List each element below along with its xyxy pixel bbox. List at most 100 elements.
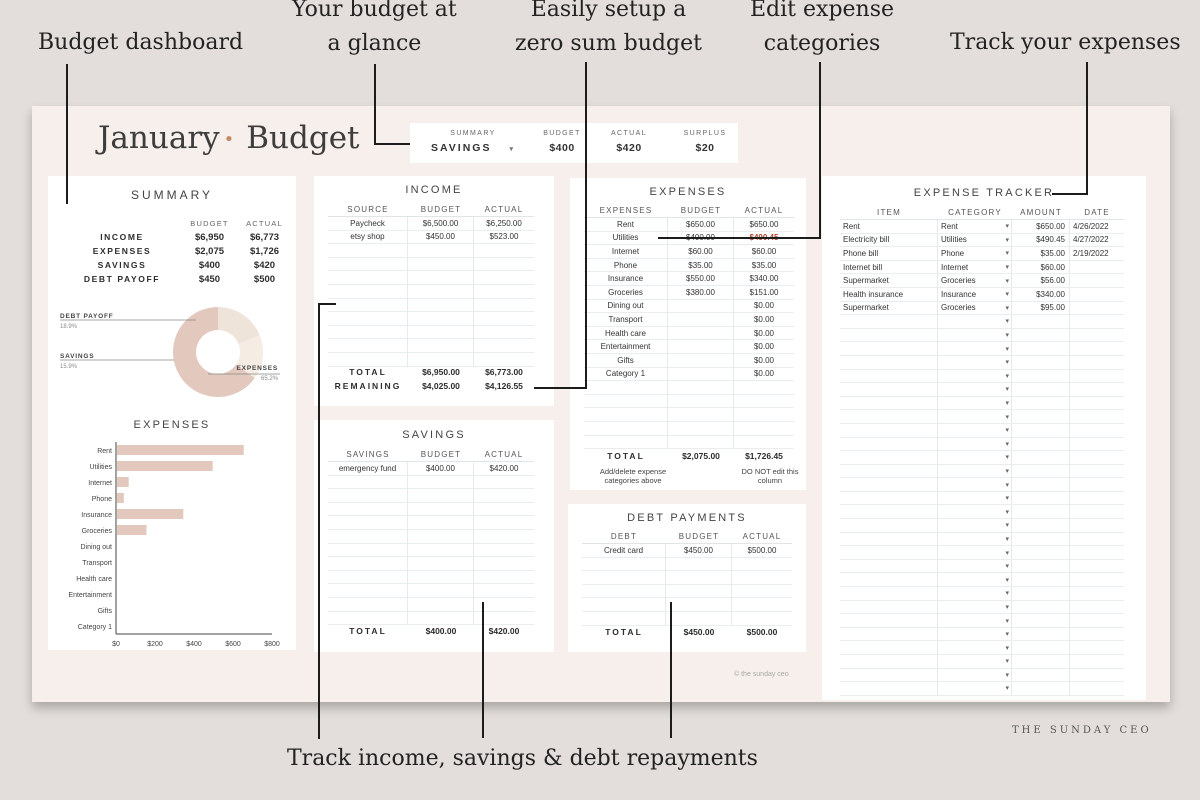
table-cell[interactable] <box>840 342 938 355</box>
table-cell[interactable] <box>1070 410 1124 423</box>
table-cell[interactable] <box>668 299 734 313</box>
table-cell[interactable] <box>1012 505 1070 519</box>
table-cell[interactable]: ▾ <box>938 383 1012 396</box>
table-cell[interactable] <box>840 641 938 654</box>
table-cell[interactable]: ▾ <box>938 451 1012 464</box>
table-cell[interactable]: $550.00 <box>668 272 734 285</box>
table-cell[interactable] <box>328 284 408 298</box>
table-cell[interactable]: Credit card <box>582 544 666 557</box>
table-cell[interactable]: $380.00 <box>668 285 734 299</box>
table-cell[interactable] <box>328 244 408 257</box>
table-cell[interactable] <box>1070 573 1124 586</box>
chevron-down-icon[interactable]: ▾ <box>1005 563 1009 571</box>
table-cell[interactable] <box>1070 397 1124 410</box>
chevron-down-icon[interactable]: ▾ <box>1005 535 1009 543</box>
table-cell[interactable] <box>408 611 474 625</box>
table-cell[interactable] <box>1070 560 1124 573</box>
table-cell[interactable] <box>328 339 408 352</box>
table-cell[interactable] <box>840 587 938 600</box>
table-cell[interactable] <box>668 353 734 367</box>
table-cell[interactable]: ▾ <box>938 464 1012 478</box>
chevron-down-icon[interactable]: ▾ <box>1005 481 1009 489</box>
table-cell[interactable]: 4/27/2022 <box>1073 235 1109 245</box>
table-cell[interactable] <box>328 475 408 489</box>
table-cell[interactable]: $6,250.00 <box>486 218 522 228</box>
summary-dropdown[interactable]: SAVINGS ▾ <box>428 142 518 154</box>
table-cell[interactable]: Supermarket <box>840 274 938 287</box>
table-cell[interactable]: ▾ <box>938 655 1012 668</box>
table-cell[interactable]: ▾ <box>938 410 1012 423</box>
table-cell[interactable] <box>582 557 666 571</box>
table-cell[interactable] <box>474 544 534 557</box>
table-cell[interactable] <box>666 598 732 611</box>
table-cell[interactable] <box>328 502 408 516</box>
table-cell[interactable] <box>1012 451 1070 464</box>
table-cell[interactable] <box>1070 342 1124 355</box>
table-cell[interactable] <box>1012 396 1070 410</box>
table-cell[interactable] <box>734 408 794 421</box>
table-cell[interactable] <box>328 489 408 502</box>
table-cell[interactable] <box>1070 519 1124 532</box>
table-cell[interactable]: $523.00 <box>489 232 519 242</box>
chevron-down-icon[interactable]: ▾ <box>509 146 515 153</box>
table-cell[interactable]: $340.00 <box>1012 287 1070 301</box>
table-cell[interactable] <box>584 408 668 421</box>
table-cell[interactable] <box>1012 614 1070 627</box>
table-cell[interactable] <box>668 340 734 353</box>
table-cell[interactable] <box>1012 627 1070 641</box>
chevron-down-icon[interactable]: ▾ <box>1005 603 1009 611</box>
table-cell[interactable] <box>1012 369 1070 383</box>
table-cell[interactable]: $400.00 <box>408 462 474 475</box>
chevron-down-icon[interactable]: ▾ <box>1005 685 1009 693</box>
table-cell[interactable] <box>474 503 534 516</box>
table-cell[interactable] <box>840 410 938 423</box>
table-cell[interactable] <box>1012 682 1070 695</box>
table-cell[interactable] <box>1070 546 1124 559</box>
table-cell[interactable] <box>474 339 534 352</box>
table-cell[interactable] <box>734 395 794 408</box>
table-cell[interactable] <box>840 614 938 627</box>
table-cell[interactable] <box>582 584 666 598</box>
table-cell[interactable]: $0.00 <box>753 301 775 311</box>
table-cell[interactable] <box>668 381 734 394</box>
table-cell[interactable] <box>840 423 938 437</box>
table-cell[interactable] <box>1012 532 1070 546</box>
table-cell[interactable]: ▾ <box>938 519 1012 532</box>
table-cell[interactable] <box>328 516 408 529</box>
table-cell[interactable] <box>474 530 534 543</box>
table-cell[interactable]: Rent <box>584 218 668 231</box>
chevron-down-icon[interactable]: ▾ <box>1005 250 1009 258</box>
table-cell[interactable] <box>1012 573 1070 587</box>
chevron-down-icon[interactable]: ▾ <box>1005 318 1009 326</box>
table-cell[interactable] <box>1070 302 1124 315</box>
dropdown-dot-icon[interactable]: • <box>223 129 235 150</box>
table-cell[interactable] <box>732 585 792 598</box>
chevron-down-icon[interactable]: ▾ <box>1005 508 1009 516</box>
table-cell[interactable] <box>840 369 938 383</box>
table-cell[interactable] <box>1070 329 1124 342</box>
table-cell[interactable] <box>666 571 732 584</box>
table-cell[interactable] <box>840 573 938 587</box>
table-cell[interactable] <box>1070 288 1124 301</box>
table-cell[interactable] <box>408 244 474 257</box>
table-cell[interactable]: Category 1 <box>584 367 668 381</box>
table-cell[interactable] <box>840 478 938 491</box>
table-cell[interactable]: $35.00 <box>1012 247 1070 260</box>
table-cell[interactable]: $6,500.00 <box>408 217 474 230</box>
table-cell[interactable] <box>732 558 792 571</box>
table-cell[interactable] <box>668 421 734 435</box>
table-cell[interactable] <box>734 436 794 449</box>
table-cell[interactable]: ▾ <box>938 505 1012 519</box>
table-cell[interactable] <box>840 396 938 410</box>
table-cell[interactable]: ▾ <box>938 328 1012 342</box>
table-cell[interactable] <box>1070 601 1124 614</box>
table-cell[interactable] <box>408 352 474 366</box>
table-cell[interactable]: $95.00 <box>1012 301 1070 315</box>
table-cell[interactable] <box>582 611 666 625</box>
table-cell[interactable]: ▾ <box>938 355 1012 369</box>
table-cell[interactable]: Supermarket <box>840 301 938 315</box>
table-cell[interactable]: ▾ <box>938 437 1012 451</box>
chevron-down-icon[interactable]: ▾ <box>1005 440 1009 448</box>
table-cell[interactable]: $0.00 <box>753 314 775 324</box>
table-cell[interactable] <box>1012 342 1070 355</box>
